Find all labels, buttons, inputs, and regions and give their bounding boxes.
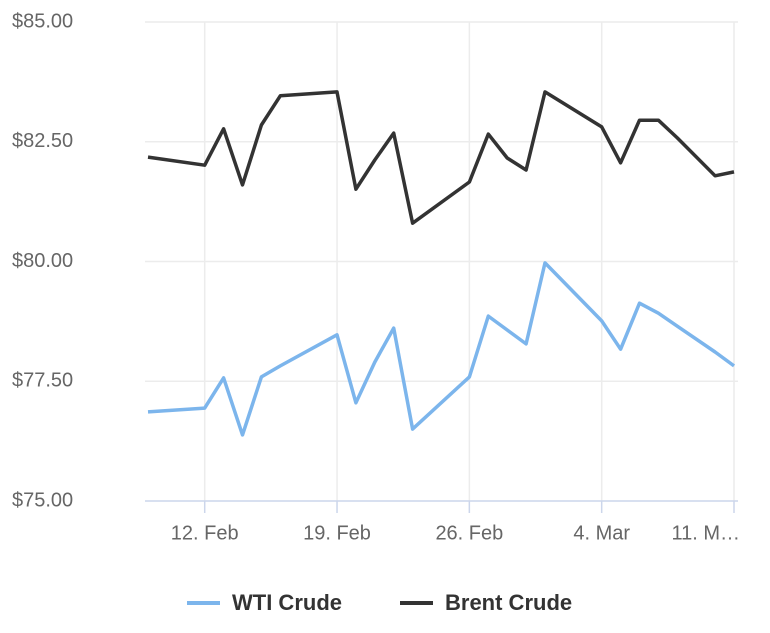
x-tick-label: 19. Feb [303,522,371,544]
legend-item: Brent Crude [400,590,572,615]
legend-label: WTI Crude [232,590,342,615]
y-tick-label: $82.50 [12,130,73,152]
y-tick-label: $85.00 [12,10,73,32]
legend-item: WTI Crude [187,590,342,615]
x-tick-label: 12. Feb [171,522,239,544]
y-tick-label: $77.50 [12,370,73,392]
x-tick-label: 4. Mar [573,522,630,544]
series-line [147,261,736,437]
y-tick-label: $75.00 [12,489,73,511]
series-line [147,90,735,225]
y-tick-label: $80.00 [12,250,73,272]
x-tick-label: 11. M… [671,522,740,544]
legend-label: Brent Crude [445,590,572,615]
x-tick-label: 26. Feb [435,522,503,544]
